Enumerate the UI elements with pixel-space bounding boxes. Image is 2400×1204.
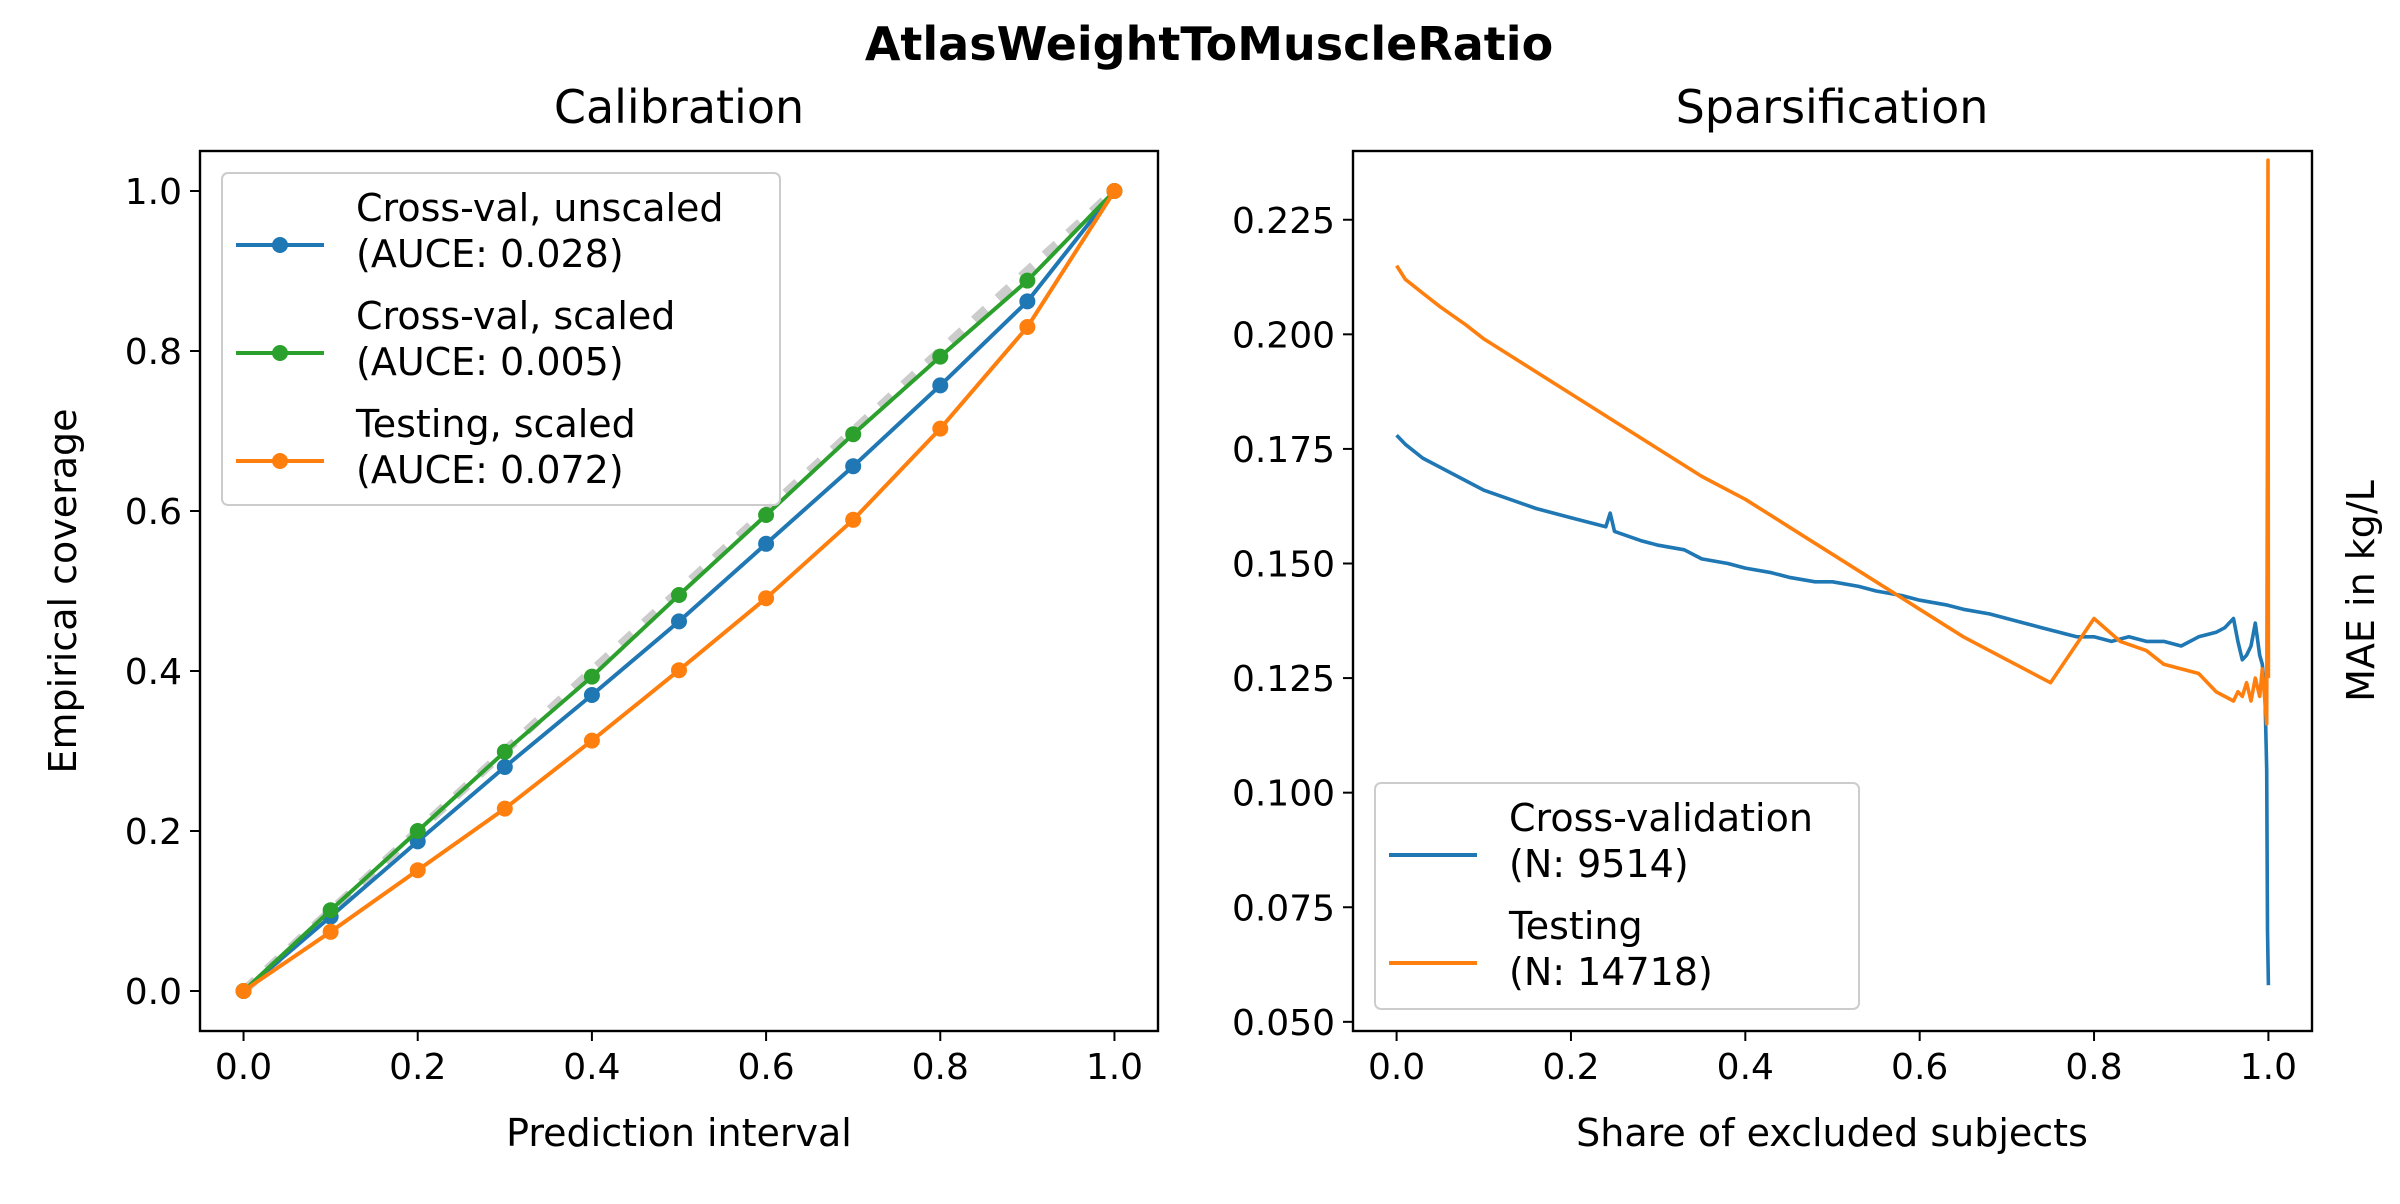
calibration-xtick-label: 0.2 <box>389 1047 446 1088</box>
sparsification-series-testing-line <box>1395 158 2271 726</box>
sparsification-series-cross-validation-line <box>1395 433 2271 986</box>
sparsification-xtick-label: 0.0 <box>1368 1047 1425 1088</box>
sparsification-title: Sparsification <box>1676 80 1989 134</box>
calibration-xtick-label: 0.0 <box>215 1047 272 1088</box>
sparsification-panel: Sparsification Share of excluded subject… <box>1232 80 2383 1155</box>
calibration-ytick-label: 0.8 <box>125 332 182 373</box>
calibration-series-cross-val-unscaled-point <box>932 377 949 394</box>
calibration-plot-area <box>235 183 1123 999</box>
calibration-series-cross-val-scaled-point <box>758 507 775 523</box>
sparsification-ytick-label: 0.125 <box>1232 659 1335 700</box>
sparsification-ytick-label: 0.150 <box>1232 545 1335 586</box>
calibration-series-cross-val-scaled-point <box>322 902 339 919</box>
calibration-series-cross-val-scaled-point <box>496 743 513 760</box>
calibration-ylabel: Empirical coverage <box>41 408 85 773</box>
calibration-legend-label: Testing, scaled <box>355 402 636 446</box>
sparsification-axes-frame <box>1351 149 2314 1033</box>
calibration-xtick-label: 0.8 <box>912 1047 969 1088</box>
sparsification-ytick-label: 0.175 <box>1232 430 1335 471</box>
sparsification-legend-label: (N: 9514) <box>1509 842 1689 886</box>
calibration-xtick-label: 0.6 <box>737 1047 794 1088</box>
calibration-series-cross-val-scaled-point <box>932 348 949 365</box>
sparsification-legend-label: Testing <box>1508 904 1643 948</box>
sparsification-xtick-label: 0.4 <box>1717 1047 1774 1088</box>
calibration-series-cross-val-unscaled-point <box>1019 293 1036 310</box>
calibration-ytick-label: 0.6 <box>125 492 182 533</box>
calibration-series-testing-scaled-point <box>1106 183 1123 199</box>
sparsification-ylabel: MAE in kg/L <box>2339 480 2383 702</box>
calibration-legend-label: (AUCE: 0.072) <box>356 448 624 492</box>
sparsification-legend: Cross-validation(N: 9514) Testing(N: 1471… <box>1374 782 1860 1010</box>
calibration-ytick-label: 1.0 <box>125 172 182 213</box>
calibration-legend-marker <box>272 345 288 361</box>
calibration-series-cross-val-scaled-point <box>583 668 600 685</box>
figure-title: AtlasWeightToMuscleRatio <box>865 17 1553 71</box>
sparsification-xtick-label: 0.2 <box>1542 1047 1599 1088</box>
calibration-panel: Calibration Prediction interval Empirica… <box>41 80 1160 1155</box>
calibration-series-testing-scaled-point <box>409 862 426 879</box>
calibration-ytick-label: 0.2 <box>125 812 182 853</box>
calibration-xtick-label: 1.0 <box>1086 1047 1143 1088</box>
sparsification-xtick-label: 1.0 <box>2240 1047 2297 1088</box>
calibration-ytick-label: 0.4 <box>125 652 182 693</box>
calibration-series-testing-scaled-point <box>758 590 775 607</box>
calibration-series-cross-val-scaled-point <box>671 587 687 603</box>
calibration-series-cross-val-unscaled-point <box>758 535 775 552</box>
calibration-legend: Cross-val, unscaled(AUCE: 0.028) Cross-va… <box>221 172 781 506</box>
sparsification-ytick-label: 0.100 <box>1232 774 1335 815</box>
sparsification-plot-area <box>1395 158 2271 986</box>
sparsification-ytick-label: 0.075 <box>1232 888 1335 929</box>
calibration-series-cross-val-unscaled-point <box>583 687 600 703</box>
sparsification-xtick-label: 0.8 <box>2065 1047 2122 1088</box>
calibration-series-testing-scaled-point <box>235 983 252 999</box>
calibration-series-cross-val-scaled-point <box>845 426 862 443</box>
calibration-series-testing-scaled-point <box>671 662 687 679</box>
calibration-ytick-label: 0.0 <box>125 972 182 1013</box>
calibration-legend-box <box>221 172 781 506</box>
calibration-legend-label: Cross-val, unscaled <box>356 186 724 230</box>
calibration-series-testing-scaled-point <box>1019 319 1036 335</box>
calibration-series-testing-scaled-point <box>496 800 513 817</box>
calibration-series-cross-val-scaled-point <box>1019 272 1036 289</box>
calibration-series-cross-val-unscaled-point <box>496 759 513 775</box>
calibration-xtick-label: 0.4 <box>563 1047 620 1088</box>
sparsification-ytick-label: 0.050 <box>1232 1003 1335 1044</box>
calibration-legend-label: (AUCE: 0.028) <box>356 232 624 276</box>
calibration-axes-frame <box>198 149 1160 1033</box>
calibration-legend-label: (AUCE: 0.005) <box>356 340 624 384</box>
sparsification-ytick-label: 0.200 <box>1232 315 1335 356</box>
calibration-series-cross-val-unscaled-point <box>671 613 687 630</box>
calibration-series-testing-scaled-point <box>583 732 600 749</box>
calibration-series-testing-scaled-point <box>932 420 949 437</box>
calibration-series-cross-val-unscaled-point <box>845 458 862 475</box>
calibration-legend-label: Cross-val, scaled <box>356 294 675 338</box>
sparsification-xtick-label: 0.6 <box>1891 1047 1948 1088</box>
calibration-legend-marker <box>272 453 288 469</box>
calibration-legend-marker <box>272 237 288 253</box>
sparsification-legend-label: Cross-validation <box>1509 796 1813 840</box>
sparsification-xlabel: Share of excluded subjects <box>1576 1111 2088 1155</box>
calibration-title: Calibration <box>554 80 804 134</box>
calibration-series-testing-scaled-point <box>322 923 339 940</box>
sparsification-legend-box <box>1374 782 1860 1010</box>
calibration-xlabel: Prediction interval <box>506 1111 852 1155</box>
sparsification-legend-label: (N: 14718) <box>1509 950 1713 994</box>
sparsification-ytick-label: 0.225 <box>1232 201 1335 242</box>
calibration-series-cross-val-scaled-point <box>409 823 426 839</box>
calibration-series-testing-scaled-point <box>845 511 862 528</box>
